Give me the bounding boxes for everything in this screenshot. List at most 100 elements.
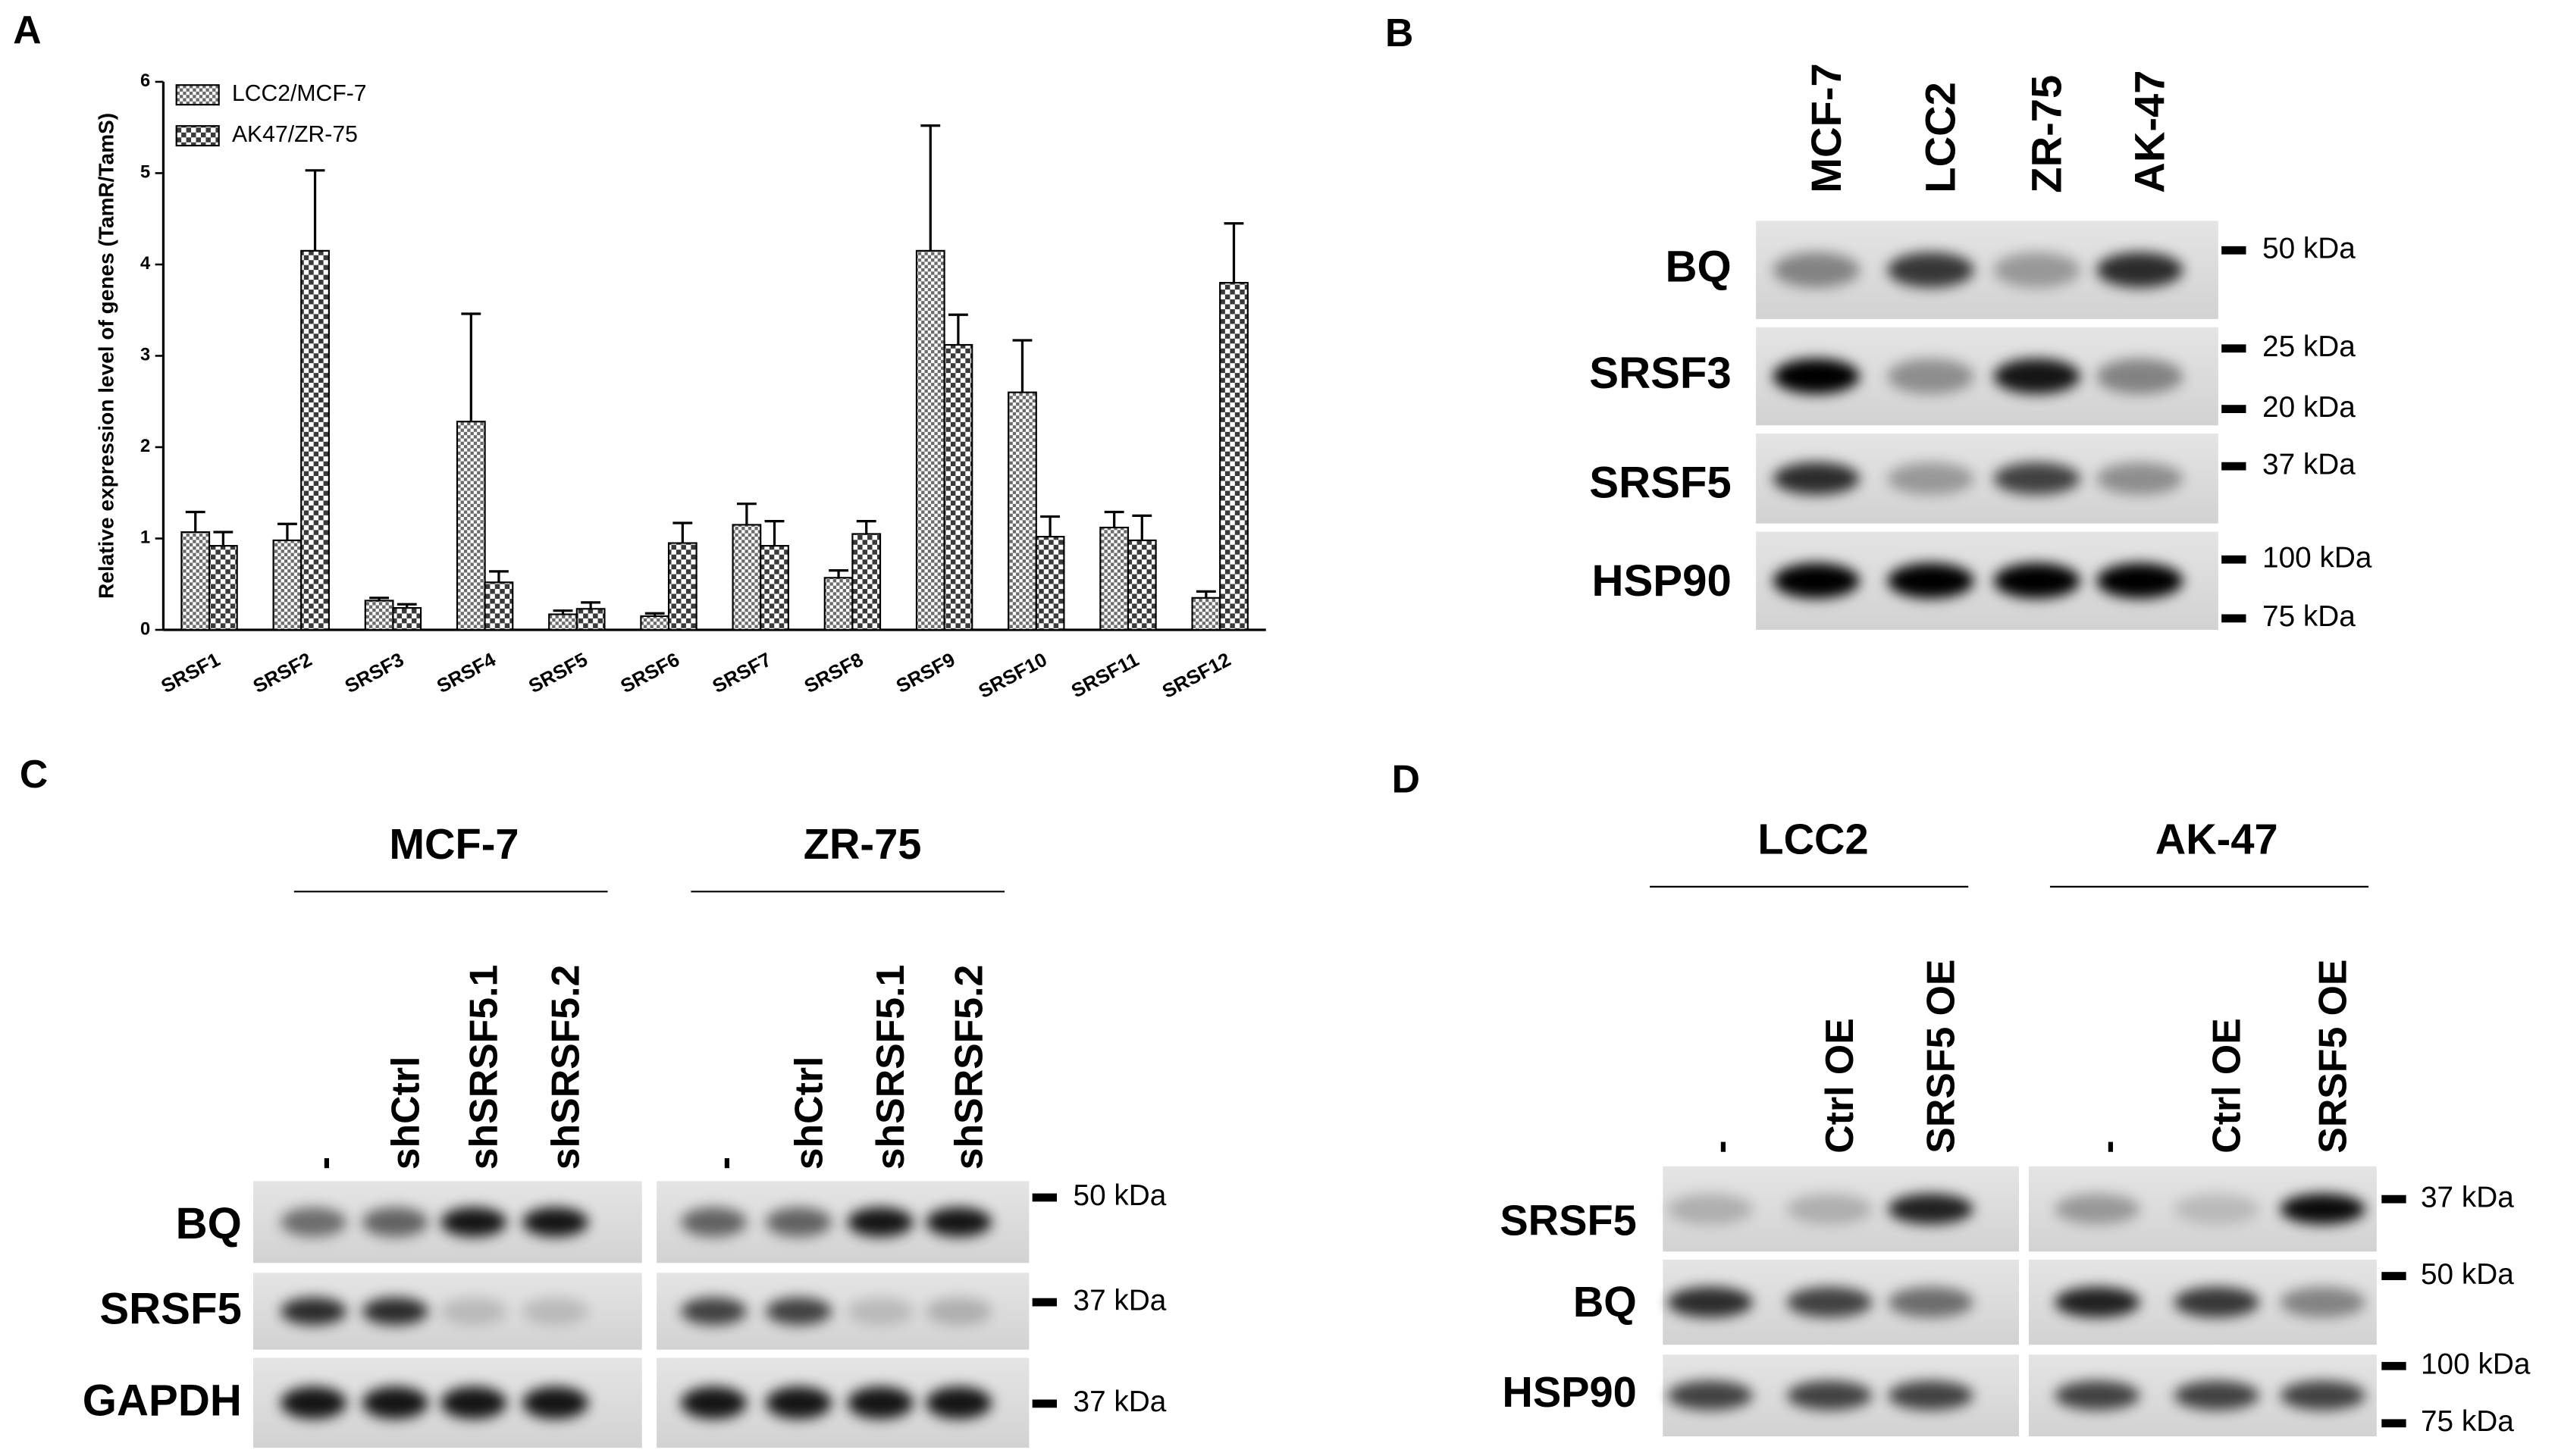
- band: [1786, 1193, 1873, 1225]
- lane-label: -: [701, 1157, 745, 1169]
- band: [281, 1207, 347, 1237]
- marker-tick: [2221, 344, 2246, 353]
- marker-tick: [1032, 1298, 1057, 1307]
- bar: [1191, 596, 1221, 631]
- marker-label: 75 kDa: [2262, 600, 2356, 633]
- band: [2280, 1193, 2365, 1225]
- legend-label: AK47/ZR-75: [232, 122, 358, 147]
- bar: [1127, 539, 1157, 631]
- band: [1888, 1193, 1973, 1225]
- band: [2280, 1380, 2365, 1411]
- x-tick-label: SRSF7: [709, 649, 775, 697]
- marker-tick: [2221, 614, 2246, 623]
- lane-label: shCtrl: [383, 1057, 427, 1170]
- band: [440, 1207, 507, 1237]
- band: [681, 1386, 747, 1420]
- band: [1773, 252, 1860, 288]
- bar: [364, 600, 394, 631]
- panel-label: B: [1385, 11, 1413, 55]
- x-tick-label: SRSF9: [893, 649, 959, 697]
- marker-tick: [2221, 462, 2246, 471]
- lane-label: shSRSF5.1: [868, 965, 912, 1170]
- band: [1667, 1286, 1753, 1318]
- marker-tick: [2381, 1195, 2406, 1204]
- bar: [548, 613, 578, 631]
- lane-label: shSRSF5.1: [462, 965, 506, 1170]
- x-tick-label: SRSF2: [250, 649, 316, 697]
- marker-tick: [1032, 1193, 1057, 1202]
- band: [2280, 1286, 2365, 1318]
- band: [522, 1207, 588, 1237]
- band: [1773, 462, 1860, 495]
- bar: [1035, 535, 1065, 631]
- lane-label: -: [2085, 1140, 2129, 1153]
- band: [1887, 359, 1974, 394]
- band: [522, 1297, 588, 1326]
- bar: [180, 531, 211, 631]
- band: [1667, 1193, 1753, 1225]
- band: [2096, 562, 2183, 599]
- marker-label: 75 kDa: [2421, 1405, 2514, 1438]
- band: [681, 1207, 747, 1237]
- bar: [640, 615, 670, 631]
- bar: [943, 343, 973, 631]
- marker-label: 37 kDa: [2262, 448, 2356, 481]
- band: [1773, 359, 1860, 394]
- band: [2055, 1286, 2140, 1318]
- y-tick-label: 4: [140, 254, 151, 274]
- band: [1993, 359, 2080, 394]
- band: [1888, 1380, 1973, 1411]
- bar: [1008, 391, 1037, 631]
- marker-tick: [2221, 555, 2246, 564]
- band: [766, 1207, 832, 1237]
- bar: [823, 577, 854, 631]
- marker-tick: [2221, 405, 2246, 414]
- x-tick-label: SRSF10: [975, 649, 1050, 703]
- group-label: ZR-75: [804, 820, 922, 868]
- marker-label: 37 kDa: [2421, 1181, 2514, 1213]
- marker-tick: [2381, 1419, 2406, 1428]
- band: [2096, 462, 2183, 495]
- marker-tick: [2381, 1361, 2406, 1370]
- lane-label: Ctrl OE: [2205, 1018, 2249, 1153]
- band: [926, 1297, 992, 1326]
- row-label: SRSF5: [1589, 458, 1731, 507]
- band: [281, 1297, 347, 1326]
- lane-label: -: [1698, 1140, 1742, 1153]
- marker-label: 50 kDa: [2262, 232, 2356, 265]
- row-label: HSP90: [1592, 556, 1732, 606]
- marker-label: 37 kDa: [1074, 1386, 1167, 1418]
- bar: [915, 249, 945, 631]
- band: [1786, 1380, 1873, 1411]
- y-tick-label: 1: [140, 528, 150, 548]
- band: [1887, 562, 1974, 599]
- band: [681, 1297, 747, 1326]
- band: [1993, 562, 2080, 599]
- y-tick-label: 6: [140, 71, 150, 91]
- bar: [1219, 281, 1249, 631]
- marker-label: 25 kDa: [2262, 330, 2356, 363]
- y-tick-label: 5: [140, 163, 150, 183]
- x-tick-label: SRSF12: [1159, 649, 1234, 703]
- row-label: BQ: [176, 1199, 242, 1248]
- band: [362, 1297, 428, 1326]
- panel-label: A: [13, 8, 41, 52]
- x-tick-label: SRSF5: [525, 649, 591, 697]
- bar: [300, 249, 330, 631]
- band: [1993, 252, 2080, 288]
- bar: [732, 524, 762, 631]
- marker-label: 100 kDa: [2262, 541, 2372, 574]
- band: [1887, 252, 1974, 288]
- band: [1773, 562, 1860, 599]
- marker-label: 50 kDa: [2421, 1258, 2514, 1291]
- band: [766, 1297, 832, 1326]
- legend-swatch: [175, 125, 220, 147]
- row-label: SRSF3: [1589, 349, 1731, 398]
- marker-label: 50 kDa: [1074, 1179, 1167, 1212]
- marker-label: 100 kDa: [2421, 1348, 2531, 1381]
- x-tick-label: SRSF6: [617, 649, 683, 697]
- band: [847, 1207, 914, 1237]
- band: [1888, 1286, 1973, 1318]
